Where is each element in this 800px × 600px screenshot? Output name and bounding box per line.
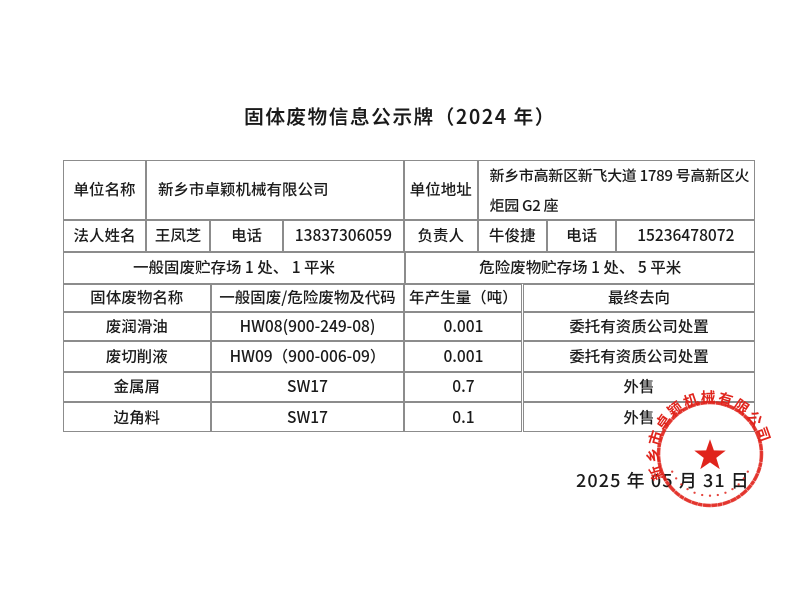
svg-text:新乡市卓颖机械有限公司: 新乡市卓颖机械有限公司 <box>642 386 776 483</box>
